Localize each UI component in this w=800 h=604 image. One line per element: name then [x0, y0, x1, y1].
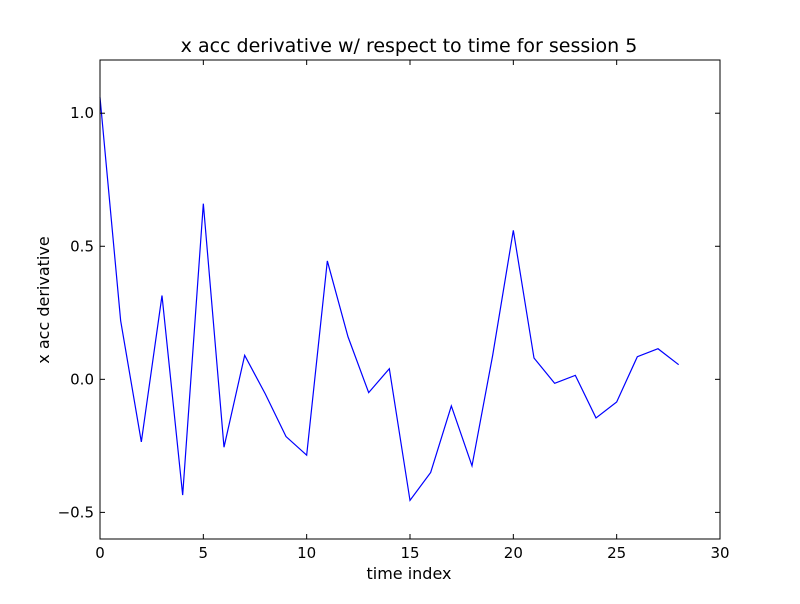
x-tick-label: 20: [504, 544, 523, 562]
x-tick-label: 10: [297, 544, 316, 562]
x-tick-label: 15: [400, 544, 419, 562]
y-tick-label: −0.5: [58, 503, 94, 521]
y-tick-label: 0.5: [70, 237, 94, 255]
y-tick-label: 0.0: [70, 370, 94, 388]
x-tick-label: 0: [95, 544, 105, 562]
x-axis-label: time index: [366, 564, 451, 583]
y-axis-label: x acc derivative: [34, 236, 53, 363]
x-tick-label: 30: [710, 544, 729, 562]
series-line-0: [99, 97, 680, 502]
x-tick-label: 25: [607, 544, 626, 562]
y-tick-label: 1.0: [70, 104, 94, 122]
chart-title: x acc derivative w/ respect to time for …: [181, 35, 638, 57]
x-tick-label: 5: [199, 544, 209, 562]
plot-area: 0 5 10 15 20 25 30 1.0 0.5 0.0 −0.5: [58, 59, 730, 562]
